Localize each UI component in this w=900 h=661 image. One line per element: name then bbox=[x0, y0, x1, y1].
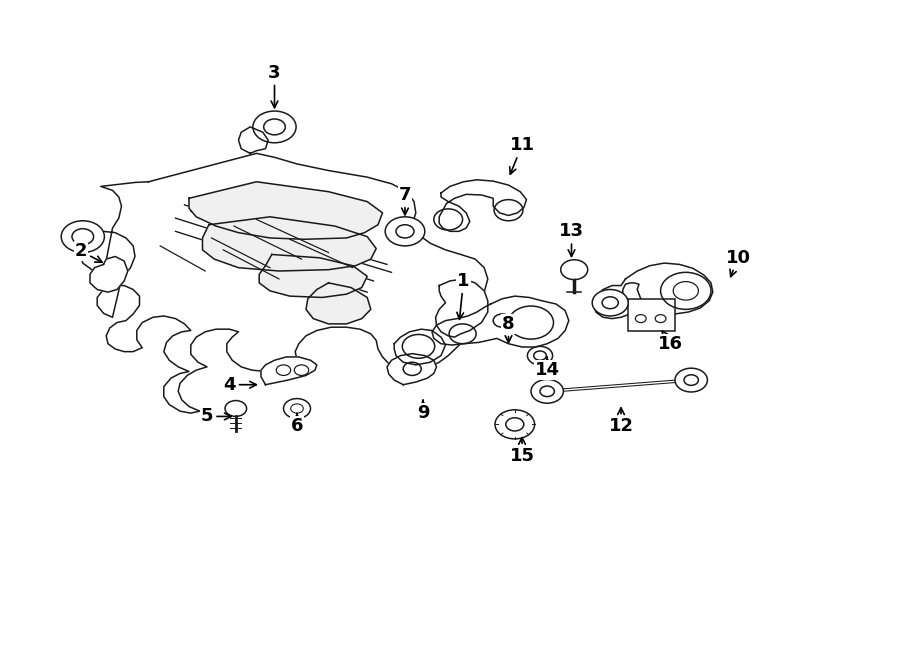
Polygon shape bbox=[432, 296, 569, 347]
Circle shape bbox=[72, 229, 94, 245]
Polygon shape bbox=[238, 127, 268, 153]
Circle shape bbox=[592, 290, 628, 316]
Text: 3: 3 bbox=[268, 63, 281, 108]
Polygon shape bbox=[387, 354, 436, 385]
Text: 16: 16 bbox=[658, 331, 683, 353]
Circle shape bbox=[534, 351, 546, 360]
Text: 10: 10 bbox=[725, 249, 751, 276]
Polygon shape bbox=[90, 256, 128, 292]
Circle shape bbox=[531, 379, 563, 403]
Circle shape bbox=[675, 368, 707, 392]
Circle shape bbox=[673, 282, 698, 300]
Text: 7: 7 bbox=[399, 186, 411, 215]
Circle shape bbox=[506, 418, 524, 431]
Text: 15: 15 bbox=[509, 438, 535, 465]
Text: 6: 6 bbox=[291, 414, 303, 436]
Polygon shape bbox=[439, 180, 526, 231]
Text: 9: 9 bbox=[417, 401, 429, 422]
Polygon shape bbox=[79, 153, 488, 413]
Text: 5: 5 bbox=[201, 407, 231, 426]
Text: 12: 12 bbox=[608, 408, 634, 436]
Text: 2: 2 bbox=[75, 242, 102, 262]
Circle shape bbox=[284, 399, 310, 418]
Text: 11: 11 bbox=[509, 136, 535, 174]
Circle shape bbox=[527, 346, 553, 365]
Bar bbox=[628, 299, 675, 330]
Circle shape bbox=[540, 386, 554, 397]
Circle shape bbox=[264, 119, 285, 135]
Circle shape bbox=[253, 111, 296, 143]
Text: 4: 4 bbox=[223, 375, 256, 394]
Circle shape bbox=[495, 410, 535, 439]
Polygon shape bbox=[394, 329, 446, 365]
Polygon shape bbox=[202, 217, 376, 271]
Polygon shape bbox=[436, 279, 488, 337]
Polygon shape bbox=[594, 263, 713, 319]
Polygon shape bbox=[259, 254, 367, 297]
Text: 13: 13 bbox=[559, 222, 584, 256]
Polygon shape bbox=[261, 357, 317, 385]
Circle shape bbox=[602, 297, 618, 309]
Text: 8: 8 bbox=[502, 315, 515, 342]
Circle shape bbox=[61, 221, 104, 253]
Text: 1: 1 bbox=[457, 272, 470, 319]
Text: 14: 14 bbox=[535, 358, 560, 379]
Polygon shape bbox=[306, 283, 371, 324]
Circle shape bbox=[385, 217, 425, 246]
Circle shape bbox=[684, 375, 698, 385]
Circle shape bbox=[396, 225, 414, 238]
Polygon shape bbox=[189, 182, 382, 239]
